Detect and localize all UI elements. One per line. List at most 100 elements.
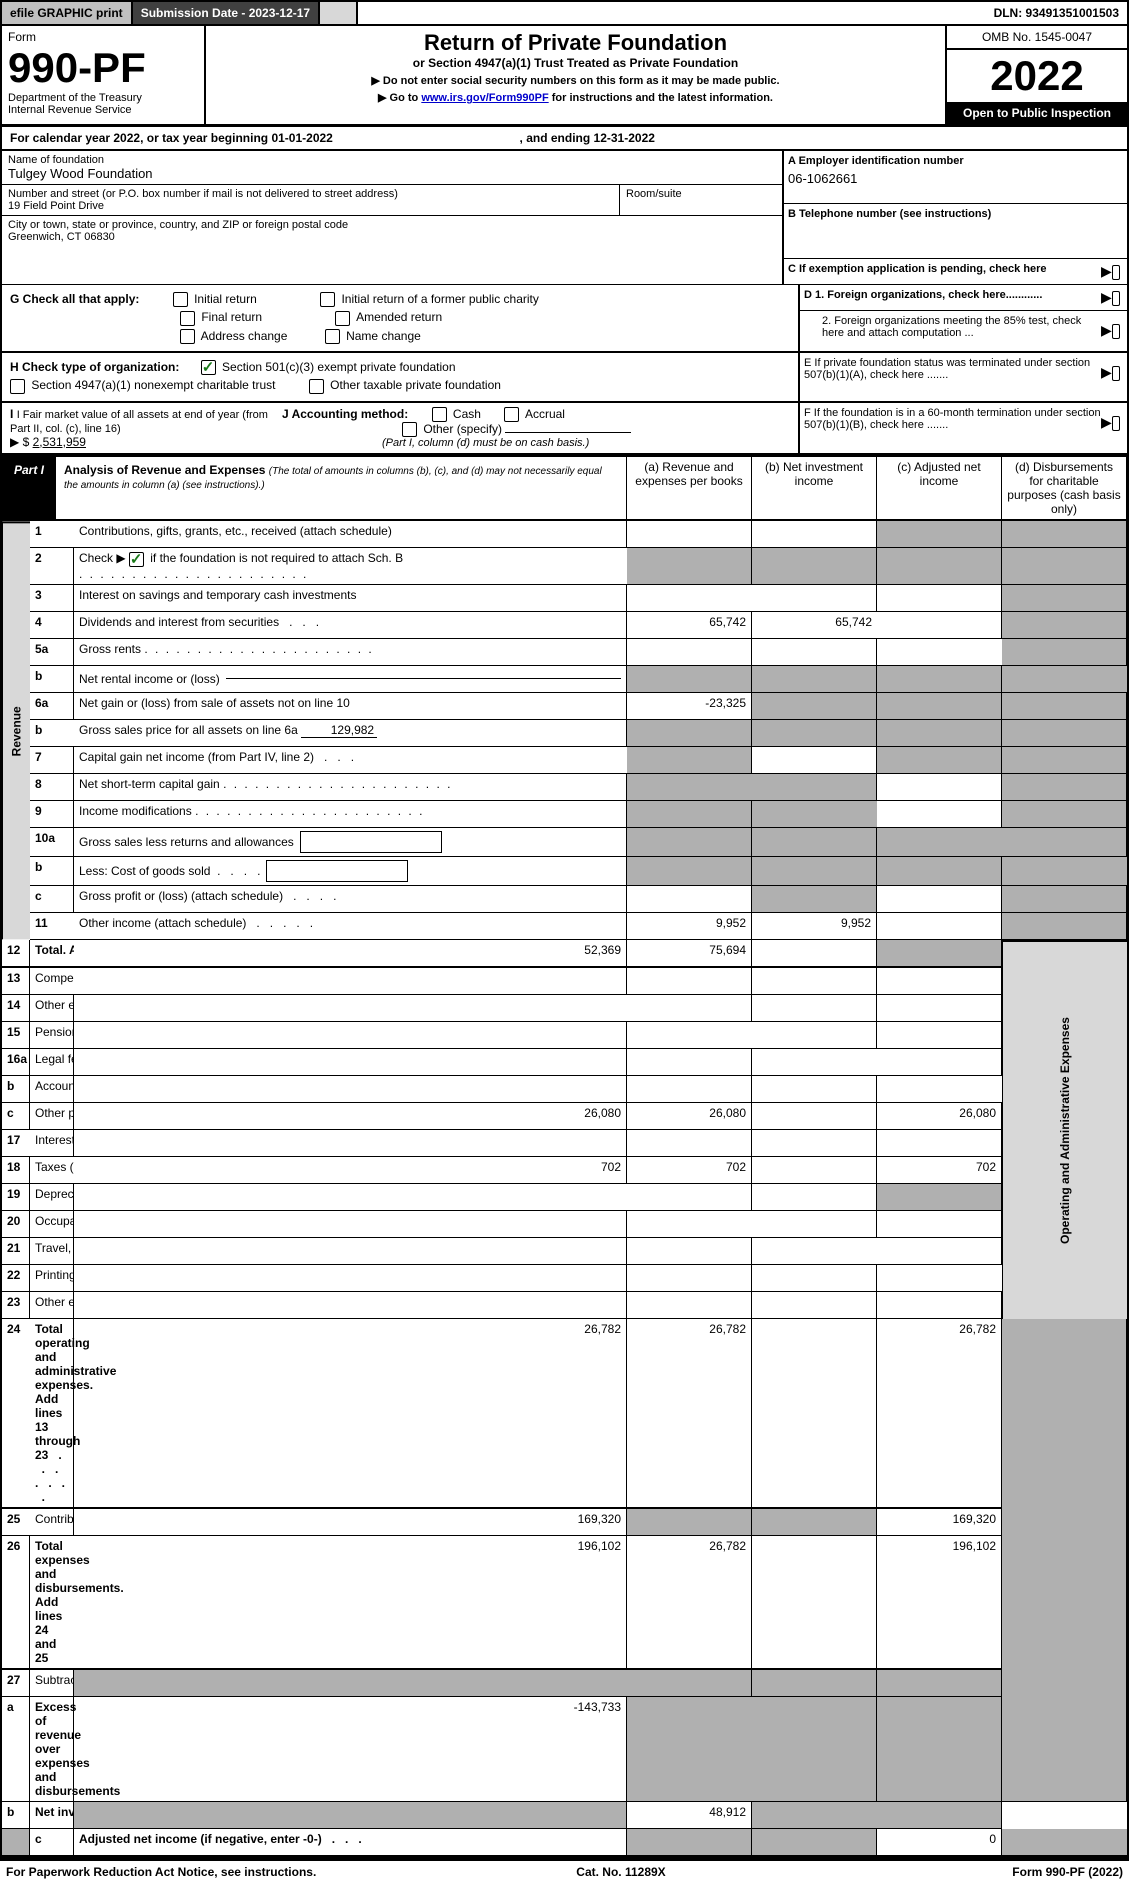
row2-check-label: Check ▶ [79,551,126,565]
d1-checkbox[interactable] [1112,291,1120,306]
r18-d: 702 [877,1157,1002,1184]
exemption-pending-label: C If exemption application is pending, c… [788,263,1101,280]
row2-post: if the foundation is not required to att… [150,551,403,565]
part1-label: Part I [2,457,56,519]
row-15-desc: Pension plans, employee benefits . . . .… [30,1022,74,1049]
row-10c-desc: Gross profit or (loss) (attach schedule)… [74,886,627,913]
r6a-a: -23,325 [627,693,752,720]
row-3-desc: Interest on savings and temporary cash i… [74,585,627,612]
g-name-change[interactable] [325,329,340,344]
e-label: E If private foundation status was termi… [804,357,1101,381]
g-opt-2: Address change [201,329,288,343]
row-9-desc: Income modifications [74,801,627,828]
col-a-header: (a) Revenue and expenses per books [627,457,752,521]
room-suite-label: Room/suite [619,185,782,215]
r18-a: 702 [74,1157,627,1184]
d2-label: 2. Foreign organizations meeting the 85%… [804,315,1101,339]
g-final-return[interactable] [180,311,195,326]
j-label: J Accounting method: [282,407,408,421]
h-opt1: Section 501(c)(3) exempt private foundat… [222,360,455,374]
d2-checkbox[interactable] [1112,324,1120,339]
phone-label: B Telephone number (see instructions) [788,208,1123,220]
r11-b: 9,952 [752,913,877,940]
form-container: efile GRAPHIC print Submission Date - 20… [0,0,1129,1859]
h-501c3-checkbox[interactable] [201,360,216,375]
row-11-desc: Other income (attach schedule) . . . . . [74,913,627,940]
foundation-name: Tulgey Wood Foundation [8,166,776,181]
city-state-zip: Greenwich, CT 06830 [8,231,776,243]
r11-a: 9,952 [627,913,752,940]
efile-print-button[interactable]: efile GRAPHIC print [2,2,133,24]
r25-a: 169,320 [74,1509,627,1536]
h-4947-checkbox[interactable] [10,379,25,394]
i-sym: ▶ $ [10,435,29,449]
r16c-d: 26,080 [877,1103,1002,1130]
expenses-side-label: Operating and Administrative Expenses [1002,940,1127,1319]
j-cash-checkbox[interactable] [432,407,447,422]
r6b-val: 129,982 [301,723,377,738]
spacer [320,2,358,24]
footer-right: Form 990-PF (2022) [1012,1865,1123,1879]
j-other-checkbox[interactable] [402,422,417,437]
j-accrual-checkbox[interactable] [504,407,519,422]
j-cash: Cash [453,407,481,421]
row-24-desc: Total operating and administrative expen… [30,1319,74,1509]
i-label: I I Fair market value of all assets at e… [10,407,270,435]
row-23-desc: Other expenses (attach schedule) . . . . [30,1292,74,1319]
i-label-text: I Fair market value of all assets at end… [10,409,268,435]
g-opt-5: Name change [346,329,421,343]
r27b-b: 48,912 [627,1802,752,1829]
d1-label: D 1. Foreign organizations, check here..… [804,289,1042,301]
g-opt-1: Final return [201,310,262,324]
row-27-desc: Subtract line 26 from line 12: [30,1670,74,1697]
row-10b-desc: Less: Cost of goods sold . . . . [74,857,627,886]
top-bar: efile GRAPHIC print Submission Date - 20… [2,2,1127,26]
part1-grid: Part I Analysis of Revenue and Expenses … [2,455,1127,1828]
row-10a-desc: Gross sales less returns and allowances [74,828,627,857]
row-16a-desc: Legal fees (attach schedule) [30,1049,74,1076]
part1-title: Analysis of Revenue and Expenses [64,463,265,477]
g-initial-former[interactable] [320,292,335,307]
g-opt-3: Initial return of a former public charit… [341,292,538,306]
form-subtitle: or Section 4947(a)(1) Trust Treated as P… [214,56,937,70]
j-accrual: Accrual [525,407,565,421]
form-title: Return of Private Foundation [214,30,937,56]
row-17-desc: Interest [30,1130,74,1157]
calendar-year-line: For calendar year 2022, or tax year begi… [2,127,1127,151]
row-26-desc: Total expenses and disbursements. Add li… [30,1536,74,1670]
g-initial-return[interactable] [173,292,188,307]
row-14-desc: Other employee salaries and wages . . . … [30,995,74,1022]
section-h-e: H Check type of organization: Section 50… [2,353,1127,403]
h-label: H Check type of organization: [10,360,179,374]
row-5b-desc: Net rental income or (loss) [74,666,627,693]
row-6a-desc: Net gain or (loss) from sale of assets n… [74,693,627,720]
j-other: Other (specify) [423,422,502,436]
r24-d: 26,782 [877,1319,1002,1509]
f-checkbox[interactable] [1112,416,1120,431]
e-checkbox[interactable] [1112,366,1120,381]
cal-label-b: , and ending [520,131,594,145]
row-4-desc: Dividends and interest from securities .… [74,612,627,639]
ein-value: 06-1062661 [788,171,1123,186]
dept-label: Department of the Treasury [8,92,198,104]
h-other-taxable-checkbox[interactable] [309,379,324,394]
address: 19 Field Point Drive [8,200,613,212]
row-27c-desc: Adjusted net income (if negative, enter … [74,1829,627,1857]
submission-date: Submission Date - 2023-12-17 [133,2,320,24]
schb-not-required-checkbox[interactable] [129,552,144,567]
dln: DLN: 93491351001503 [986,2,1127,24]
g-amended-return[interactable] [335,311,350,326]
row-27b-desc: Net investment income (if negative, ente… [30,1802,74,1829]
instr2-post: for instructions and the latest informat… [549,92,773,104]
form-url-link[interactable]: www.irs.gov/Form990PF [421,92,548,104]
row-12-desc: Total. Add lines 1 through 11 [30,940,74,968]
exemption-pending-checkbox[interactable] [1112,265,1120,280]
row-21-desc: Travel, conferences, and meetings . . . … [30,1238,74,1265]
page-footer: For Paperwork Reduction Act Notice, see … [0,1859,1129,1883]
g-address-change[interactable] [180,329,195,344]
r27a-a: -143,733 [74,1697,627,1802]
footer-left: For Paperwork Reduction Act Notice, see … [6,1865,316,1879]
address-label: Number and street (or P.O. box number if… [8,188,613,200]
row-5a-desc: Gross rents [74,639,627,666]
f-label: F If the foundation is in a 60-month ter… [804,407,1101,431]
